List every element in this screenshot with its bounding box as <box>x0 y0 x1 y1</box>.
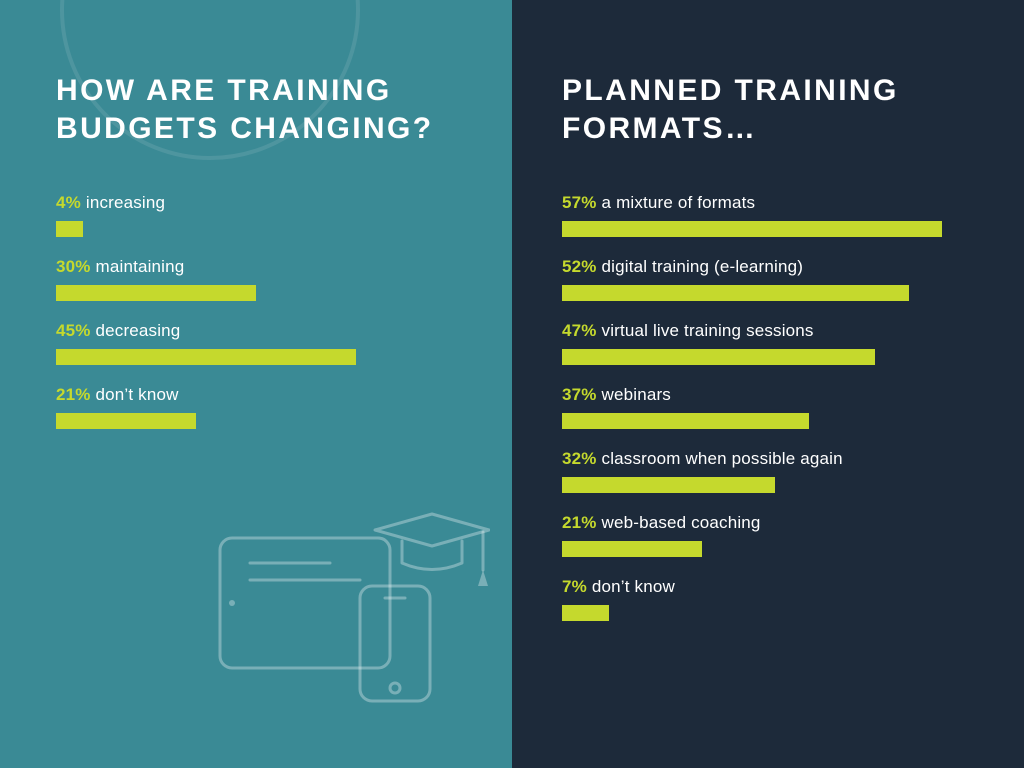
bar-track <box>562 349 976 365</box>
bar-track <box>56 285 464 301</box>
bar-label: 32% classroom when possible again <box>562 449 976 469</box>
bar-text: classroom when possible again <box>602 449 843 468</box>
bar-row: 52% digital training (e-learning) <box>562 257 976 301</box>
formats-title: PLANNED TRAINING FORMATS… <box>562 72 976 147</box>
bar-label: 21% web-based coaching <box>562 513 976 533</box>
bar-fill <box>562 477 775 493</box>
bar-row: 7% don’t know <box>562 577 976 621</box>
bar-fill <box>56 285 256 301</box>
bar-text: a mixture of formats <box>602 193 756 212</box>
bar-pct: 4% <box>56 193 81 212</box>
bar-row: 21% web-based coaching <box>562 513 976 557</box>
bar-fill <box>56 413 196 429</box>
bar-pct: 52% <box>562 257 597 276</box>
bar-label: 47% virtual live training sessions <box>562 321 976 341</box>
bar-pct: 45% <box>56 321 91 340</box>
bar-pct: 21% <box>56 385 91 404</box>
bar-label: 57% a mixture of formats <box>562 193 976 213</box>
tablet-phone-grad-cap-icon <box>210 508 490 708</box>
bar-text: increasing <box>86 193 165 212</box>
bar-track <box>562 221 976 237</box>
panel-budgets: HOW ARE TRAINING BUDGETS CHANGING? 4%inc… <box>0 0 512 768</box>
bar-text: maintaining <box>96 257 185 276</box>
bar-row: 37% webinars <box>562 385 976 429</box>
bar-label: 21% don’t know <box>56 385 464 405</box>
bar-text: webinars <box>602 385 671 404</box>
bar-fill <box>562 349 875 365</box>
bar-fill <box>562 413 809 429</box>
bar-track <box>562 477 976 493</box>
panel-formats: PLANNED TRAINING FORMATS… 57% a mixture o… <box>512 0 1024 768</box>
bar-fill <box>562 221 942 237</box>
bar-track <box>562 285 976 301</box>
bar-pct: 37% <box>562 385 597 404</box>
bar-text: don’t know <box>592 577 675 596</box>
bar-row: 45% decreasing <box>56 321 464 365</box>
bar-pct: 21% <box>562 513 597 532</box>
bar-pct: 57% <box>562 193 597 212</box>
bar-track <box>562 541 976 557</box>
budgets-bars: 4% increasing 30% maintaining 45% decreasin… <box>56 193 464 429</box>
bar-text: decreasing <box>96 321 181 340</box>
bar-label: 37% webinars <box>562 385 976 405</box>
bar-row: 21% don’t know <box>56 385 464 429</box>
bar-label: 4% increasing <box>56 193 464 213</box>
bar-text: digital training (e-learning) <box>602 257 803 276</box>
bar-row: 57% a mixture of formats <box>562 193 976 237</box>
bar-text: web-based coaching <box>602 513 761 532</box>
bar-fill <box>56 349 356 365</box>
formats-bars: 57% a mixture of formats 52% digital train… <box>562 193 976 621</box>
bar-text: don’t know <box>96 385 179 404</box>
bar-fill <box>562 285 909 301</box>
bar-track <box>562 413 976 429</box>
bar-label: 52% digital training (e-learning) <box>562 257 976 277</box>
bar-label: 45% decreasing <box>56 321 464 341</box>
bar-row: 47% virtual live training sessions <box>562 321 976 365</box>
bar-track <box>56 349 464 365</box>
bar-pct: 30% <box>56 257 91 276</box>
bar-fill <box>562 541 702 557</box>
bar-row: 4% increasing <box>56 193 464 237</box>
bar-fill <box>562 605 609 621</box>
bar-row: 30% maintaining <box>56 257 464 301</box>
bar-pct: 47% <box>562 321 597 340</box>
bar-track <box>562 605 976 621</box>
bar-track <box>56 413 464 429</box>
bar-text: virtual live training sessions <box>602 321 814 340</box>
bar-fill <box>56 221 83 237</box>
bar-track <box>56 221 464 237</box>
bar-label: 30% maintaining <box>56 257 464 277</box>
bar-row: 32% classroom when possible again <box>562 449 976 493</box>
bar-pct: 7% <box>562 577 587 596</box>
bar-label: 7% don’t know <box>562 577 976 597</box>
bar-pct: 32% <box>562 449 597 468</box>
